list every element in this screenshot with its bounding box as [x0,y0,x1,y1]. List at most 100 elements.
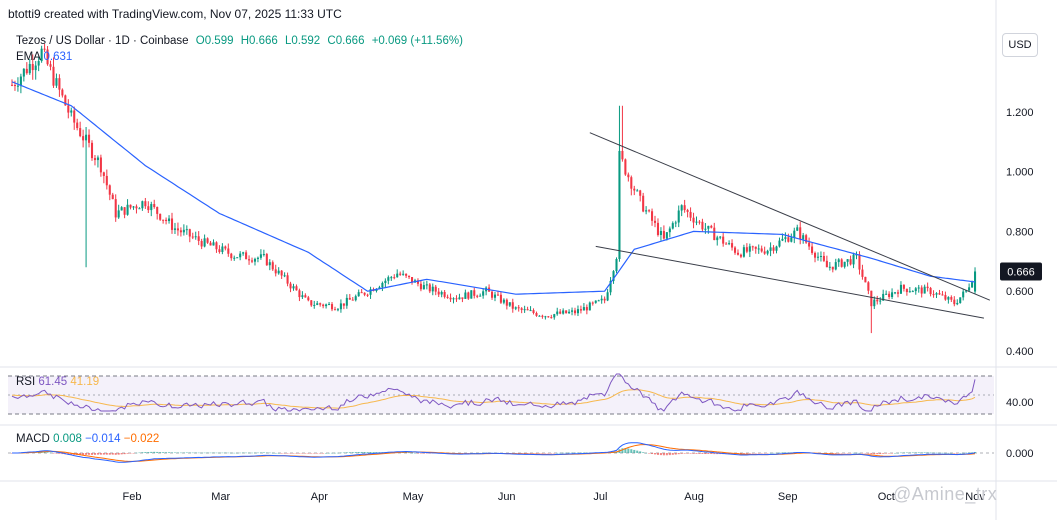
candle-body [262,254,265,256]
candle-body [775,246,778,251]
macd-bar [224,452,227,454]
candle-body [938,293,941,295]
candle-body [399,273,402,275]
candle-body [885,293,888,295]
candle-body [79,128,82,137]
candle-body [787,237,790,242]
candle-body [197,236,200,241]
candles-group [10,43,977,334]
candle-body [170,218,174,230]
candle-body [76,122,79,129]
candle-body [651,211,654,221]
candle-body [70,110,73,113]
candle-body [731,243,734,248]
candle-body [479,295,482,297]
candle-body [384,280,387,283]
rsi-legend[interactable]: RSI 61.45 41.19 [16,376,99,388]
candle-body [280,270,283,276]
macd-bar [144,452,147,453]
macd-bar [259,452,262,453]
candle-body [434,286,437,292]
candle-body [624,159,627,175]
macd-bar [686,453,689,454]
rsi-band [8,376,994,414]
candle-body [701,221,704,230]
candle-body [695,221,698,223]
candle-body [959,297,962,304]
macd-bar [938,452,941,454]
macd-bar [286,453,289,454]
candle-body [719,236,722,238]
macd-bar [256,452,259,454]
candle-body [126,204,129,215]
macd-bar [665,453,668,456]
candle-body [425,284,428,286]
macd-bar [99,453,102,455]
candle-body [88,134,91,143]
candle-body [268,262,271,266]
macd-bar [858,452,861,454]
macd-bar [636,450,639,453]
candle-body [766,250,769,254]
macd-bar [579,452,582,454]
macd-bar [891,453,894,454]
ema-legend[interactable]: EMA 0.631 [16,51,72,63]
macd-bar [123,453,126,455]
macd-bar [959,452,962,454]
candle-body [778,240,781,247]
candle-body [129,204,132,208]
macd-bar [754,453,757,454]
candle-body [470,290,473,299]
candle-body [194,236,197,238]
currency-button[interactable]: USD [1002,33,1038,57]
candle-body [357,292,360,297]
macd-bar [520,453,523,454]
macd-bar [319,453,322,454]
candle-body [141,201,144,209]
candle-body [366,294,369,296]
candle-body [956,303,959,305]
macd-bar [378,452,381,453]
candle-body [245,252,248,260]
candle-body [811,246,814,253]
candle-body [46,49,49,65]
macd-bar [775,452,778,454]
macd-bar [624,448,627,453]
macd-bar [917,452,920,453]
candle-body [772,247,775,251]
macd-bar [162,452,165,453]
candle-body [482,291,485,296]
candle-body [286,275,289,284]
candle-body [437,291,440,295]
ohlc-close: C0.666 [327,35,365,47]
candle-body [742,247,745,257]
macd-bar [763,453,766,454]
candle-body [99,157,102,173]
macd-bar [683,453,686,454]
macd-bar [170,452,174,453]
candle-body [796,227,799,231]
macd-bar [96,453,99,455]
macd-bar [674,453,677,455]
macd-bar [304,453,307,454]
candle-body [505,299,508,306]
macd-legend[interactable]: MACD 0.008 −0.014 −0.022 [16,433,159,445]
macd-bar [310,453,313,454]
candle-body [215,242,218,250]
macd-bar [330,452,334,454]
candle-body [461,297,464,299]
candle-body [920,287,923,294]
macd-bar [419,453,422,454]
candle-body [345,297,348,306]
candle-body [250,260,254,262]
candle-body [579,309,582,311]
candle-body [562,310,565,314]
macd-bar [834,453,837,454]
candle-body [508,302,511,306]
macd-bar [138,452,141,454]
macd-bar [342,452,345,454]
candle-body [784,237,787,239]
symbol-name[interactable]: Tezos / US Dollar · 1D · Coinbase [16,35,189,47]
rsi-value: 61.45 [38,376,68,388]
